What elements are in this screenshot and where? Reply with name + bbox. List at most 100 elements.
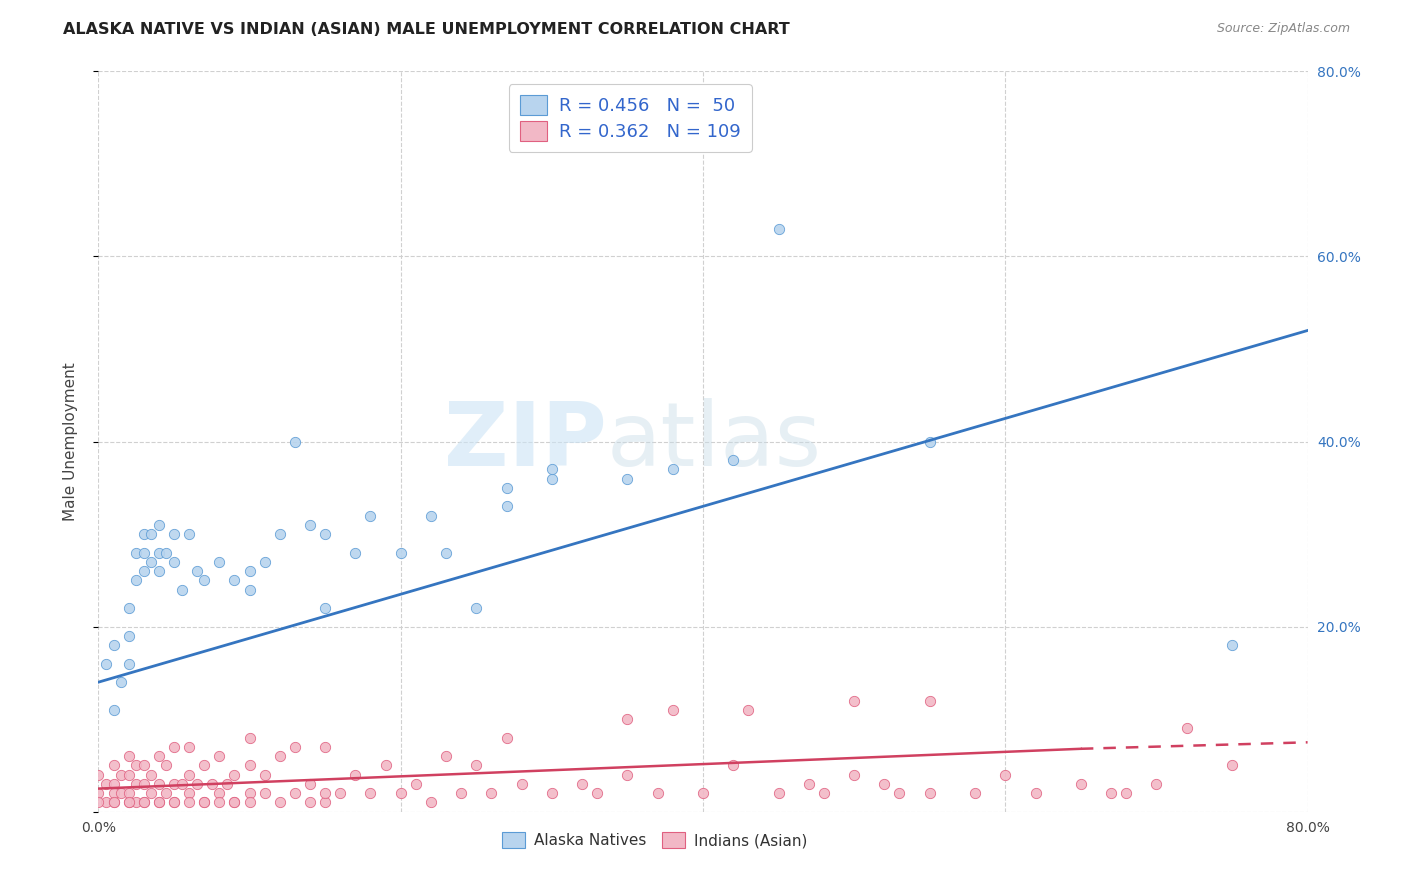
Point — [87, 767, 110, 781]
Point — [647, 786, 669, 800]
Point — [269, 527, 291, 541]
Point — [125, 574, 148, 588]
Point — [103, 786, 125, 800]
Point — [495, 481, 517, 495]
Point — [481, 786, 503, 800]
Point — [1070, 777, 1092, 791]
Point — [103, 758, 125, 772]
Point — [132, 527, 155, 541]
Legend: Alaska Natives, Indians (Asian): Alaska Natives, Indians (Asian) — [495, 824, 815, 856]
Point — [163, 555, 186, 569]
Point — [132, 796, 155, 810]
Point — [360, 508, 382, 523]
Point — [344, 545, 367, 560]
Point — [118, 657, 141, 671]
Point — [170, 777, 193, 791]
Point — [1024, 786, 1046, 800]
Point — [87, 796, 110, 810]
Point — [110, 767, 132, 781]
Point — [141, 555, 163, 569]
Point — [1175, 722, 1198, 736]
Point — [186, 564, 208, 578]
Point — [284, 434, 307, 449]
Point — [193, 574, 215, 588]
Point — [201, 777, 224, 791]
Point — [125, 796, 148, 810]
Point — [540, 462, 562, 476]
Point — [224, 574, 246, 588]
Point — [155, 545, 177, 560]
Point — [450, 786, 472, 800]
Point — [193, 796, 215, 810]
Point — [170, 582, 193, 597]
Text: Source: ZipAtlas.com: Source: ZipAtlas.com — [1216, 22, 1350, 36]
Point — [889, 786, 911, 800]
Point — [87, 786, 110, 800]
Point — [1220, 638, 1243, 652]
Point — [110, 786, 132, 800]
Point — [540, 472, 562, 486]
Point — [844, 767, 866, 781]
Point — [723, 453, 745, 467]
Point — [132, 564, 155, 578]
Point — [148, 564, 170, 578]
Point — [918, 694, 941, 708]
Point — [163, 739, 186, 754]
Point — [873, 777, 896, 791]
Point — [253, 786, 276, 800]
Point — [118, 749, 141, 764]
Point — [434, 545, 457, 560]
Point — [616, 472, 638, 486]
Point — [179, 739, 201, 754]
Point — [813, 786, 835, 800]
Point — [224, 796, 246, 810]
Point — [193, 758, 215, 772]
Point — [141, 767, 163, 781]
Point — [118, 601, 141, 615]
Point — [661, 462, 683, 476]
Point — [155, 786, 177, 800]
Point — [239, 582, 262, 597]
Point — [510, 777, 533, 791]
Point — [141, 527, 163, 541]
Point — [661, 703, 683, 717]
Point — [616, 767, 638, 781]
Point — [768, 221, 790, 235]
Point — [118, 629, 141, 643]
Point — [179, 527, 201, 541]
Point — [420, 796, 443, 810]
Point — [110, 675, 132, 690]
Point — [163, 796, 186, 810]
Point — [103, 703, 125, 717]
Point — [239, 731, 262, 745]
Point — [118, 786, 141, 800]
Point — [571, 777, 593, 791]
Point — [132, 777, 155, 791]
Point — [94, 657, 117, 671]
Point — [314, 786, 336, 800]
Point — [94, 796, 117, 810]
Point — [1115, 786, 1137, 800]
Point — [465, 758, 488, 772]
Point — [495, 500, 517, 514]
Point — [125, 545, 148, 560]
Point — [284, 786, 307, 800]
Text: ZIP: ZIP — [443, 398, 606, 485]
Point — [239, 796, 262, 810]
Point — [94, 777, 117, 791]
Point — [125, 777, 148, 791]
Point — [586, 786, 609, 800]
Point — [737, 703, 759, 717]
Point — [163, 527, 186, 541]
Point — [434, 749, 457, 764]
Text: ALASKA NATIVE VS INDIAN (ASIAN) MALE UNEMPLOYMENT CORRELATION CHART: ALASKA NATIVE VS INDIAN (ASIAN) MALE UNE… — [63, 22, 790, 37]
Point — [179, 796, 201, 810]
Point — [118, 767, 141, 781]
Point — [186, 777, 208, 791]
Point — [1144, 777, 1167, 791]
Point — [163, 777, 186, 791]
Point — [103, 796, 125, 810]
Point — [269, 749, 291, 764]
Point — [132, 796, 155, 810]
Point — [239, 564, 262, 578]
